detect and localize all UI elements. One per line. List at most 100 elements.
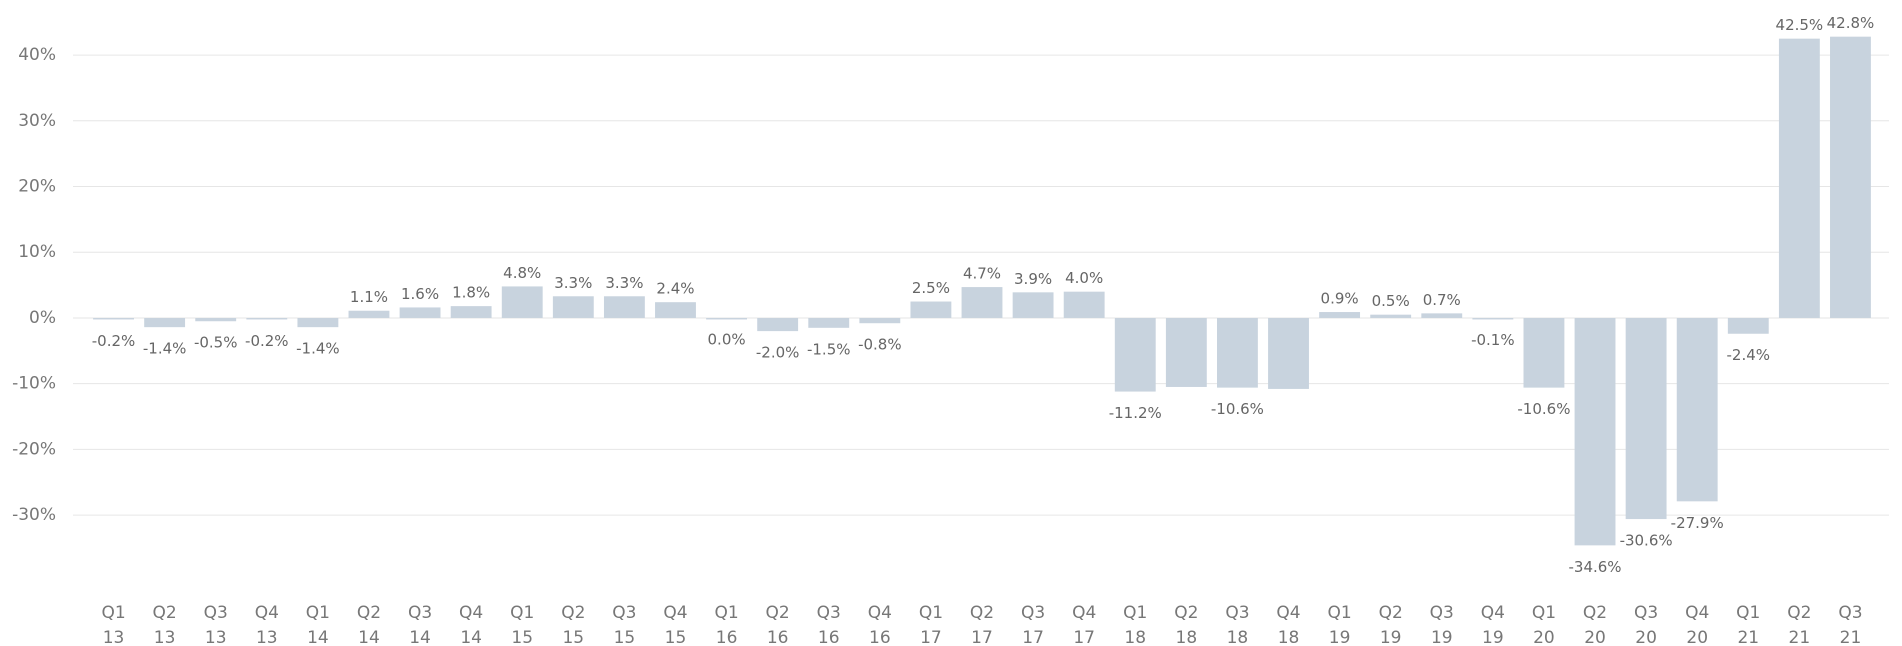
x-tick-line: 13 [103, 628, 125, 646]
value-label: -30.6% [1620, 532, 1673, 550]
x-tick-line: Q1 [306, 603, 330, 623]
x-tick-line: Q2 [1379, 603, 1403, 623]
value-label: 42.5% [1776, 16, 1824, 34]
bar [1216, 317, 1258, 388]
bar [195, 317, 237, 322]
x-tick-line: 17 [920, 628, 942, 646]
x-tick-label: Q2 17 [970, 603, 994, 646]
bar [93, 317, 134, 320]
x-tick-line: Q4 [459, 603, 483, 623]
bar [297, 317, 339, 328]
value-label: -11.2% [1109, 404, 1162, 422]
x-tick-line: 20 [1533, 628, 1555, 646]
bar [1319, 312, 1361, 318]
x-tick-line: Q4 [868, 603, 892, 623]
x-tick-label: Q4 16 [868, 603, 892, 646]
x-tick-label: Q3 14 [408, 603, 432, 646]
x-tick-line: Q2 [153, 603, 177, 623]
x-tick-line: 21 [1737, 628, 1759, 646]
x-tick-line: Q3 [1838, 603, 1862, 623]
value-label: 3.9% [1014, 270, 1052, 288]
bar [501, 286, 543, 318]
x-tick-label: Q3 17 [1021, 603, 1045, 646]
x-tick-line: Q3 [204, 603, 228, 623]
value-label: 1.6% [401, 285, 439, 303]
x-tick-line: Q1 [101, 603, 125, 623]
bar [808, 317, 850, 328]
value-label: 0.9% [1321, 290, 1359, 308]
x-tick-line: Q4 [663, 603, 687, 623]
bar [910, 301, 952, 318]
bar [1625, 317, 1667, 520]
x-tick-line: Q2 [357, 603, 381, 623]
x-tick-line: 14 [460, 628, 482, 646]
x-tick-line: 15 [614, 628, 636, 646]
value-label: 42.8% [1827, 14, 1875, 32]
x-tick-label: Q3 20 [1634, 603, 1658, 646]
x-tick-line: 14 [307, 628, 329, 646]
x-tick-label: Q2 20 [1583, 603, 1607, 646]
bar [450, 306, 492, 318]
x-tick-label: Q1 13 [101, 603, 125, 646]
bar [859, 317, 901, 324]
value-label: 3.3% [605, 274, 643, 292]
y-tick-label: -30% [12, 505, 56, 525]
x-tick-label: Q2 19 [1379, 603, 1403, 646]
value-label: -1.5% [807, 340, 851, 358]
x-tick-line: Q3 [1430, 603, 1454, 623]
x-tick-label: Q1 17 [919, 603, 943, 646]
x-tick-label: Q3 18 [1225, 603, 1249, 646]
x-tick-label: Q2 14 [357, 603, 381, 646]
x-tick-line: Q2 [1787, 603, 1811, 623]
x-tick-line: 15 [562, 628, 584, 646]
x-tick-line: 16 [818, 628, 840, 646]
x-tick-line: 17 [1073, 628, 1095, 646]
x-tick-line: Q4 [1685, 603, 1709, 623]
x-tick-line: Q2 [1583, 603, 1607, 623]
x-tick-line: Q1 [1123, 603, 1147, 623]
value-label: 0.5% [1372, 292, 1410, 310]
x-tick-line: 17 [1022, 628, 1044, 646]
x-tick-label: Q1 20 [1532, 603, 1556, 646]
x-tick-line: Q4 [1276, 603, 1300, 623]
x-tick-line: Q3 [1634, 603, 1658, 623]
x-tick-label: Q4 14 [459, 603, 483, 646]
bar [1574, 317, 1616, 546]
x-tick-line: Q3 [817, 603, 841, 623]
x-tick-label: Q2 16 [766, 603, 790, 646]
value-label: 2.5% [912, 279, 950, 297]
value-label: -10.6% [1517, 400, 1570, 418]
y-tick-label: 30% [18, 111, 56, 131]
x-tick-line: 18 [1176, 628, 1198, 646]
x-tick-line: 15 [665, 628, 687, 646]
value-label: -2.0% [756, 344, 800, 362]
x-tick-line: Q1 [510, 603, 534, 623]
bar [706, 317, 748, 320]
bar [246, 317, 288, 320]
y-tick-label: 0% [29, 308, 56, 328]
x-tick-line: Q1 [1736, 603, 1760, 623]
x-tick-line: 16 [767, 628, 789, 646]
x-tick-line: Q1 [1532, 603, 1556, 623]
value-label: -27.9% [1671, 514, 1724, 532]
x-tick-line: Q2 [970, 603, 994, 623]
x-tick-line: Q2 [561, 603, 585, 623]
value-label: -0.2% [245, 332, 289, 350]
x-tick-line: Q1 [919, 603, 943, 623]
value-label: -0.8% [858, 336, 902, 354]
x-tick-line: 13 [154, 628, 176, 646]
x-tick-line: Q4 [1481, 603, 1505, 623]
x-tick-label: Q3 21 [1838, 603, 1862, 646]
x-tick-line: Q1 [1327, 603, 1351, 623]
value-label: -0.5% [194, 334, 238, 352]
bar [1778, 38, 1820, 318]
bar [655, 302, 696, 318]
x-tick-line: 16 [869, 628, 891, 646]
value-label: -0.2% [92, 332, 136, 350]
x-tick-line: Q1 [714, 603, 738, 623]
bar [1114, 317, 1156, 392]
x-tick-line: 13 [205, 628, 227, 646]
x-tick-label: Q4 20 [1685, 603, 1709, 646]
x-tick-line: 18 [1227, 628, 1249, 646]
bar [961, 287, 1003, 318]
